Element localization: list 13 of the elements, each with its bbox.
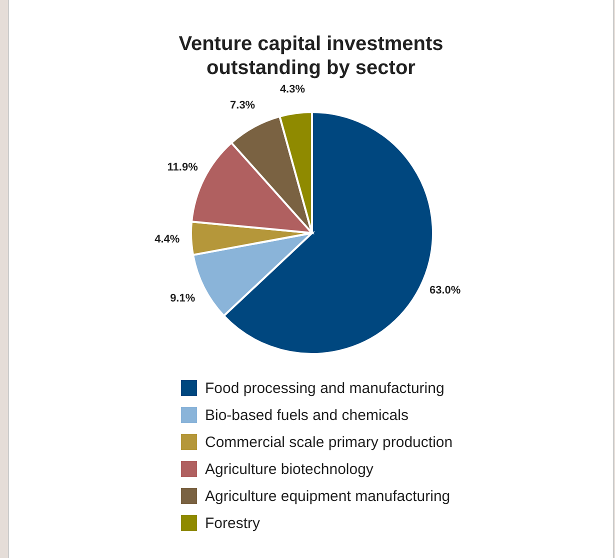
- legend-label: Agriculture equipment manufacturing: [205, 488, 450, 505]
- legend-label: Forestry: [205, 515, 261, 532]
- legend-label: Agriculture biotechnology: [205, 461, 374, 478]
- data-label: 11.9%: [167, 162, 198, 174]
- legend-label: Food processing and manufacturing: [205, 380, 444, 397]
- data-label: 4.4%: [154, 233, 180, 246]
- data-label: 63.0%: [429, 284, 461, 297]
- data-label: 7.3%: [230, 100, 256, 112]
- chart-title: Venture capital investments outstanding by sector: [178, 33, 444, 79]
- legend-label: Bio-based fuels and chemicals: [205, 407, 408, 424]
- data-label: 4.3%: [280, 83, 306, 96]
- data-label: 9.1%: [170, 292, 196, 304]
- legend-label: Commercial scale primary production: [205, 434, 453, 451]
